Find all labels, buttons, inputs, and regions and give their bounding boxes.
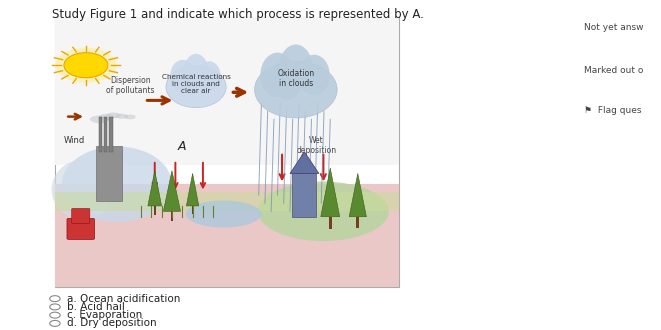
Ellipse shape — [62, 147, 172, 222]
Ellipse shape — [273, 63, 302, 100]
Circle shape — [64, 53, 108, 78]
Ellipse shape — [254, 61, 337, 118]
Text: Not yet answ: Not yet answ — [584, 23, 644, 32]
Text: Oxidation
in clouds: Oxidation in clouds — [277, 69, 315, 88]
Circle shape — [50, 296, 60, 302]
Text: Dispersion
of pollutants: Dispersion of pollutants — [106, 76, 155, 95]
FancyBboxPatch shape — [67, 218, 95, 239]
FancyBboxPatch shape — [55, 192, 399, 211]
FancyBboxPatch shape — [55, 184, 399, 287]
Ellipse shape — [180, 68, 200, 94]
FancyBboxPatch shape — [97, 147, 122, 201]
Text: d. Dry deposition: d. Dry deposition — [67, 318, 156, 328]
Ellipse shape — [186, 201, 262, 228]
FancyBboxPatch shape — [104, 116, 107, 152]
Text: Chemical reactions
in clouds and
clear air: Chemical reactions in clouds and clear a… — [161, 74, 231, 94]
Ellipse shape — [298, 55, 330, 95]
Ellipse shape — [99, 114, 114, 120]
Polygon shape — [163, 171, 180, 211]
FancyBboxPatch shape — [99, 116, 102, 152]
Ellipse shape — [280, 45, 313, 89]
Text: Study Figure 1 and indicate which process is represented by A.: Study Figure 1 and indicate which proces… — [52, 8, 424, 21]
Circle shape — [55, 48, 117, 83]
Ellipse shape — [258, 182, 389, 241]
FancyBboxPatch shape — [55, 16, 399, 165]
Text: Wet
deposition: Wet deposition — [296, 136, 336, 155]
Text: ⚑  Flag ques: ⚑ Flag ques — [584, 106, 642, 115]
FancyBboxPatch shape — [171, 211, 173, 221]
Circle shape — [50, 312, 60, 318]
Ellipse shape — [170, 60, 196, 92]
Text: b. Acid hail: b. Acid hail — [67, 302, 124, 312]
FancyBboxPatch shape — [153, 206, 156, 215]
FancyBboxPatch shape — [292, 174, 317, 217]
Ellipse shape — [106, 113, 121, 118]
Ellipse shape — [124, 115, 136, 119]
Ellipse shape — [52, 160, 114, 219]
Ellipse shape — [90, 115, 109, 123]
Polygon shape — [321, 168, 340, 217]
Polygon shape — [349, 174, 366, 217]
Ellipse shape — [116, 114, 128, 119]
Polygon shape — [148, 171, 162, 206]
Ellipse shape — [184, 54, 208, 86]
Text: A: A — [178, 140, 186, 153]
FancyBboxPatch shape — [356, 217, 359, 228]
FancyBboxPatch shape — [55, 16, 399, 287]
Ellipse shape — [198, 61, 221, 91]
Polygon shape — [186, 174, 199, 206]
FancyBboxPatch shape — [329, 217, 332, 229]
Text: c. Evaporation: c. Evaporation — [67, 310, 141, 320]
FancyBboxPatch shape — [71, 209, 90, 223]
FancyBboxPatch shape — [192, 206, 194, 214]
Ellipse shape — [166, 66, 226, 108]
Circle shape — [50, 320, 60, 326]
Text: Wind: Wind — [63, 136, 85, 145]
Polygon shape — [290, 152, 319, 174]
Text: a. Ocean acidification: a. Ocean acidification — [67, 294, 180, 304]
Ellipse shape — [260, 52, 295, 97]
Circle shape — [50, 304, 60, 310]
Text: Marked out o: Marked out o — [584, 66, 644, 75]
FancyBboxPatch shape — [109, 116, 113, 152]
